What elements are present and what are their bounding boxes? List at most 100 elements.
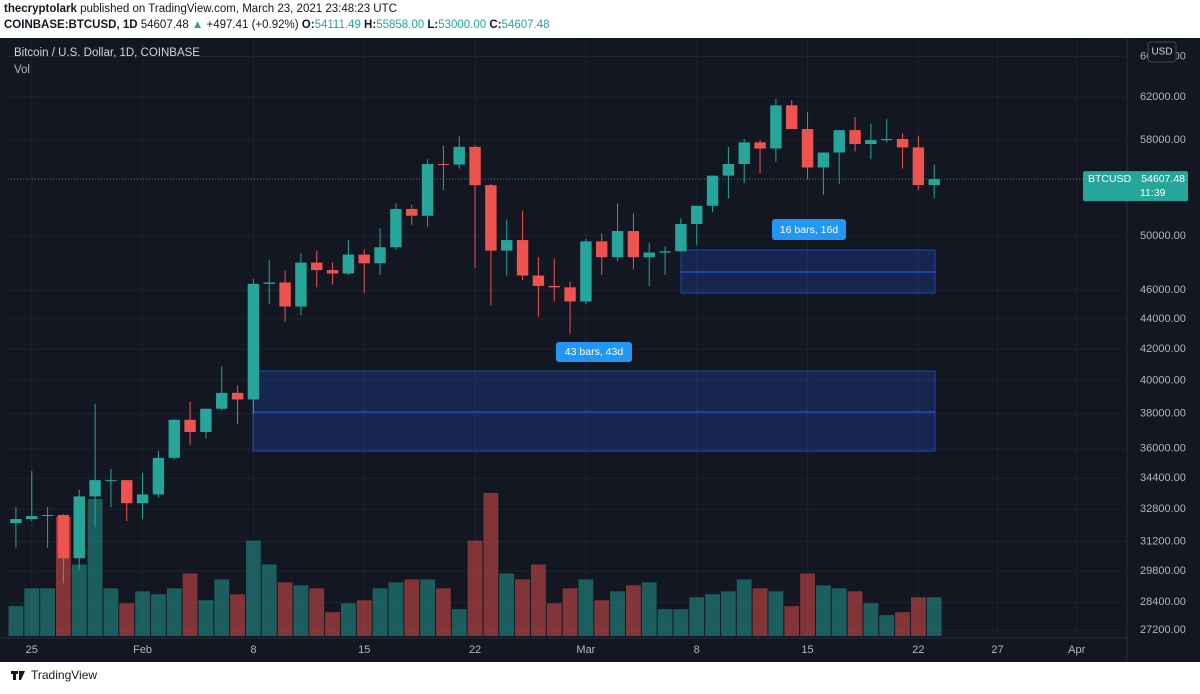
change: +497.41 (+0.92%) <box>206 19 299 31</box>
ohlc-value: 54111.49 <box>314 19 361 31</box>
x-tick-label: Mar <box>576 644 595 656</box>
x-tick-label: 8 <box>250 644 256 656</box>
candle-body <box>754 142 766 149</box>
volume-bar <box>625 585 641 636</box>
candle-body <box>833 130 845 153</box>
candle-body <box>485 185 497 251</box>
candle-body <box>121 480 133 504</box>
candle-body <box>548 285 560 288</box>
price-value: 54607.48 <box>1141 173 1185 185</box>
volume-bar <box>562 588 578 636</box>
candle-body <box>105 480 117 482</box>
candle-body <box>200 408 212 432</box>
volume-bar <box>689 597 705 636</box>
volume-bar <box>578 579 594 636</box>
volume-bar <box>673 609 689 636</box>
candle-body <box>152 457 165 495</box>
candle-body <box>501 240 513 251</box>
volume-bar <box>768 591 784 636</box>
y-tick-label: 50000.00 <box>1140 230 1186 242</box>
candle-body <box>722 163 735 176</box>
symbol: COINBASE:BTCUSD, 1D <box>4 19 138 31</box>
range-label: 16 bars, 16d <box>780 224 839 236</box>
volume-bar <box>863 603 879 636</box>
volume-bar <box>40 588 55 636</box>
candle-body <box>453 146 465 165</box>
candle-body <box>627 231 640 258</box>
arrow: ▲ <box>191 19 204 31</box>
candle-body <box>57 515 70 559</box>
legend: Bitcoin / U.S. Dollar, 1D, COINBASE <box>14 47 200 59</box>
volume-bar <box>895 612 910 636</box>
price-symbol: BTCUSD <box>1088 173 1132 185</box>
ohlc-label: H: <box>364 19 377 31</box>
y-tick-label: 38000.00 <box>1140 408 1186 420</box>
candle-body <box>865 140 877 145</box>
ohlc-value: 55858.00 <box>376 19 425 31</box>
author: thecryptolark <box>4 3 77 15</box>
volume-bar <box>499 573 515 636</box>
candle-body <box>691 205 703 224</box>
x-tick-label: Apr <box>1068 644 1085 656</box>
volume-bar <box>198 600 214 636</box>
volume-bar <box>309 588 325 636</box>
y-tick-label: 62000.00 <box>1140 91 1186 103</box>
volume-bar <box>356 600 372 636</box>
range-label: 43 bars, 43d <box>565 346 624 358</box>
currency-label: USD <box>1151 47 1172 58</box>
candle-body <box>358 254 370 264</box>
y-tick-label: 28400.00 <box>1140 596 1186 608</box>
volume-bar <box>705 594 720 636</box>
volume-bar <box>119 603 135 636</box>
y-tick-label: 34400.00 <box>1140 472 1186 484</box>
candle-body <box>168 419 180 458</box>
candle-body <box>469 146 481 186</box>
x-tick-label: 22 <box>912 644 924 656</box>
candle-body <box>706 175 719 206</box>
volume-bar <box>736 579 752 636</box>
y-tick-label: 36000.00 <box>1140 443 1186 455</box>
candle-body <box>611 231 624 258</box>
volume-bar <box>87 498 103 636</box>
candle-body <box>73 496 85 559</box>
candle-body <box>390 208 402 248</box>
volume-bar <box>103 588 119 636</box>
volume-bar <box>293 585 309 636</box>
candle-body <box>374 247 386 264</box>
x-tick-label: 15 <box>801 644 813 656</box>
volume-bar <box>530 564 546 636</box>
countdown: 11:39 <box>1140 187 1166 199</box>
candle-body <box>881 138 893 141</box>
candle-body <box>596 241 608 258</box>
candle-body <box>738 142 750 164</box>
footer: TradingView <box>10 668 97 682</box>
candle-body <box>41 515 54 517</box>
volume-bar <box>483 492 499 636</box>
ohlc-label: L: <box>427 19 439 31</box>
volume-bar <box>800 573 815 636</box>
volume-bar <box>182 573 198 636</box>
candle-body <box>295 262 307 307</box>
range-box: 16 bars, 16d <box>680 219 936 294</box>
candles <box>10 99 940 584</box>
last: 54607.48 <box>140 19 189 31</box>
volume-bar <box>388 582 404 636</box>
volume-bar <box>8 606 24 636</box>
volume-legend: Vol <box>14 64 30 76</box>
published: published on TradingView.com, March 23, … <box>80 3 397 15</box>
candle-body <box>912 147 925 186</box>
candle-body <box>849 130 861 145</box>
y-tick-label: 31200.00 <box>1140 535 1186 547</box>
overlay: BTCUSD 54607.48 11:39 USD <box>8 41 1188 202</box>
x-tick-label: 22 <box>469 644 481 656</box>
volume-bar <box>594 600 610 636</box>
candle-body <box>26 516 38 520</box>
candle-body <box>675 223 687 252</box>
volume-bar <box>831 588 847 636</box>
ohlc-value: 53000.00 <box>438 19 487 31</box>
candle-body <box>928 179 940 186</box>
y-tick-label: 58000.00 <box>1140 134 1186 146</box>
volume-bar <box>71 564 87 636</box>
candle-body <box>532 275 545 286</box>
candle-body <box>580 241 592 302</box>
